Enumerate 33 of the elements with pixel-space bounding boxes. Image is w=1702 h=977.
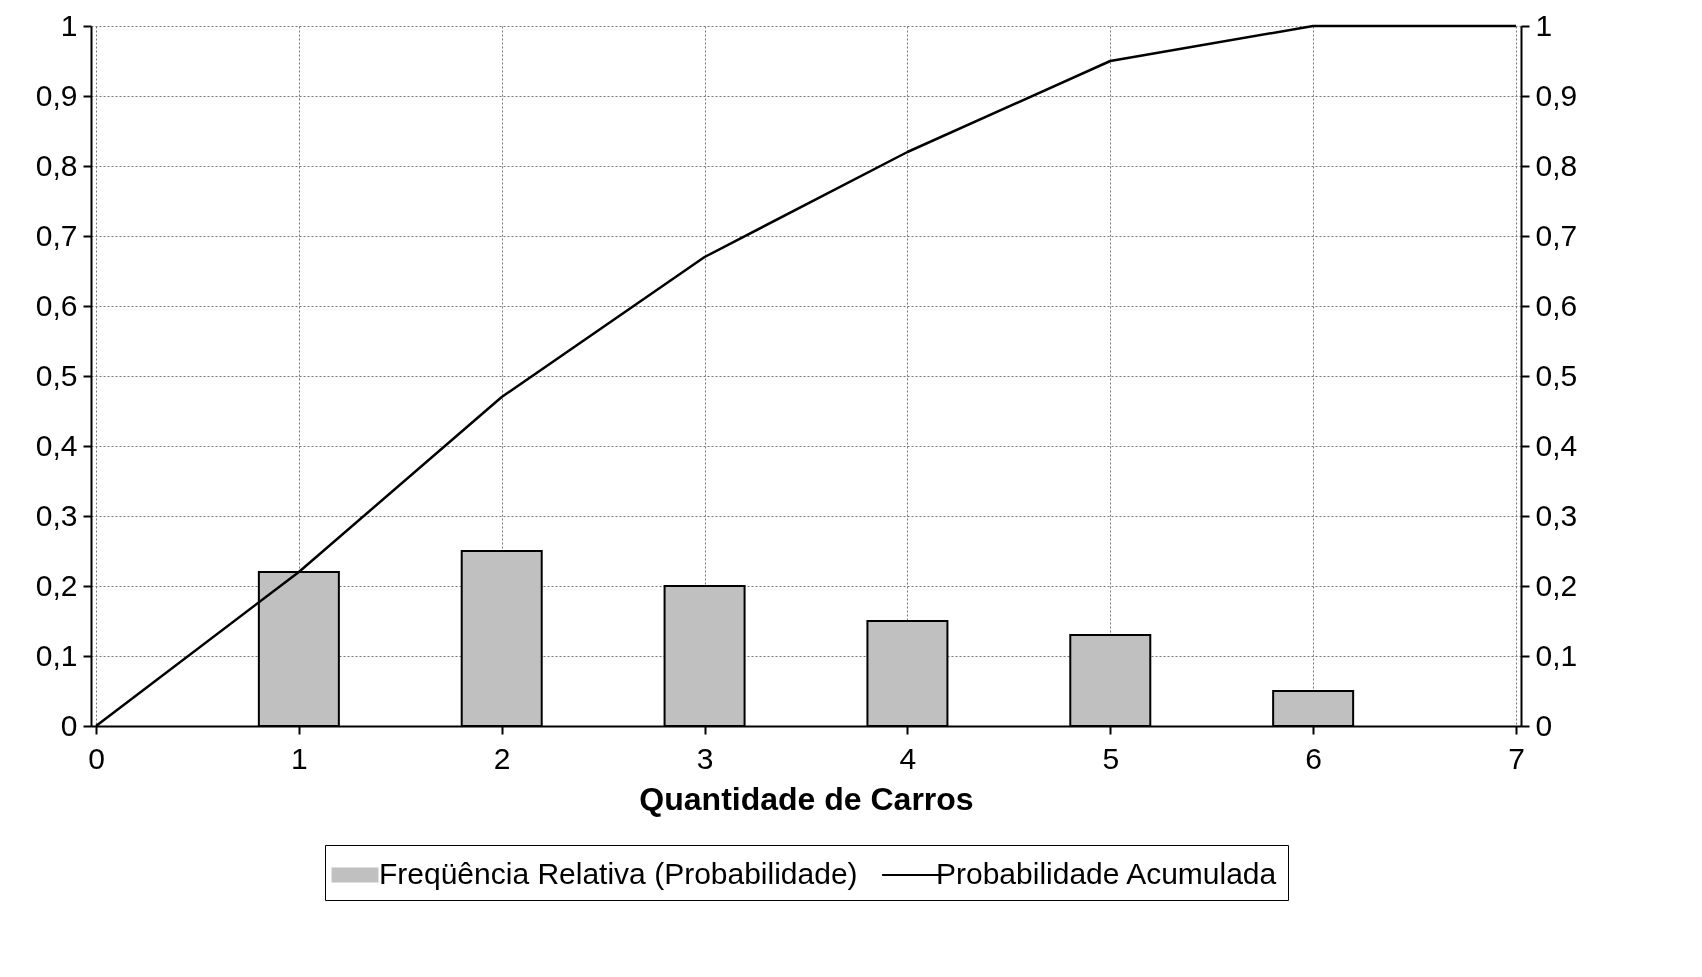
x-axis-title: Quantidade de Carros: [639, 780, 974, 817]
y2-tick-label: 0,5: [1535, 358, 1578, 392]
y2-tick-label: 1: [1535, 8, 1553, 42]
y-tick-label: 0,2: [35, 568, 78, 602]
y-tick-label: 0: [60, 708, 78, 742]
y2-tick-label: 0,7: [1535, 218, 1578, 252]
y-tick-label: 0,3: [35, 498, 78, 532]
y-tick-label: 0,6: [35, 288, 78, 322]
y-tick-label: 0,8: [35, 148, 78, 182]
legend-label: Probabilidade Acumulada: [936, 857, 1277, 890]
y2-tick-label: 0,2: [1535, 568, 1578, 602]
x-tick-label: 4: [899, 741, 917, 775]
y2-tick-label: 0,1: [1535, 638, 1578, 672]
x-tick-label: 1: [291, 741, 308, 775]
x-tick-label: 3: [696, 741, 714, 775]
x-tick-label: 0: [88, 741, 105, 775]
y-tick-label: 0,5: [35, 358, 78, 392]
legend-label: Freqüência Relativa (Probabilidade): [379, 857, 858, 890]
x-tick-label: 6: [1305, 741, 1322, 775]
y2-tick-label: 0,3: [1535, 498, 1578, 532]
y-tick-label: 0,4: [35, 428, 78, 462]
y2-tick-label: 0,9: [1535, 78, 1578, 112]
x-tick-label: 7: [1508, 741, 1525, 775]
y-tick-label: 1: [60, 8, 78, 42]
y-tick-label: 0,7: [35, 218, 78, 252]
y2-tick-label: 0,6: [1535, 288, 1578, 322]
y-tick-label: 0,1: [35, 638, 78, 672]
y-tick-label: 0,9: [35, 78, 78, 112]
x-tick-label: 2: [493, 741, 511, 775]
y2-tick-label: 0,8: [1535, 148, 1578, 182]
y2-tick-label: 0: [1535, 708, 1553, 742]
x-tick-label: 5: [1102, 741, 1120, 775]
y2-tick-label: 0,4: [1535, 428, 1578, 462]
